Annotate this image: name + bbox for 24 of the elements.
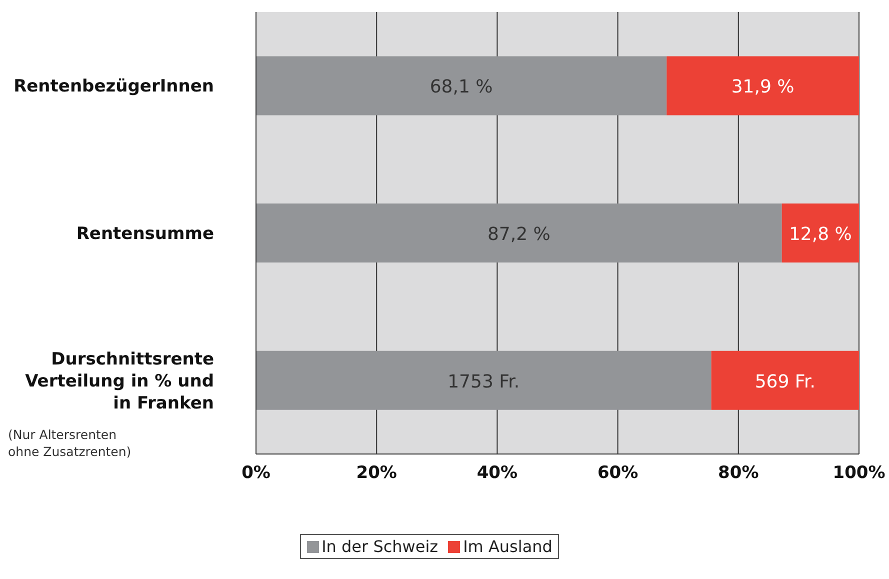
bar <box>782 204 859 263</box>
annotation: 1753 Fr. <box>448 371 520 392</box>
bar <box>666 56 859 116</box>
legend-label: Im Ausland <box>462 537 552 556</box>
bar <box>256 56 667 116</box>
data-label: 68,1 % <box>430 76 493 98</box>
text: (Nur Altersrenten ohne Zusatzrenten) <box>8 426 132 460</box>
data-label: 31,9 % <box>731 76 794 98</box>
bar <box>256 204 782 263</box>
x-tick-label: 20% <box>356 463 397 483</box>
annotation: 569 Fr. <box>754 371 816 392</box>
legend-label: In der Schweiz <box>320 537 438 556</box>
x-tick-label: 80% <box>718 463 759 483</box>
x-tick-label: 0% <box>242 463 270 483</box>
y-tick-label: Rentensumme <box>76 224 214 244</box>
bar <box>711 350 859 410</box>
x-tick-label: 60% <box>597 463 638 483</box>
x-tick-label: 100% <box>832 463 886 483</box>
x-tick-label: 40% <box>476 463 518 483</box>
y-tick-label: Durschnittsrente Verteilung in % und in Franken <box>25 349 214 414</box>
bar <box>256 350 712 410</box>
y-tick-label: RentenbezügerInnen <box>14 76 214 97</box>
data-label: 87,2 % <box>487 224 550 246</box>
data-label: 12,8 % <box>788 224 852 246</box>
